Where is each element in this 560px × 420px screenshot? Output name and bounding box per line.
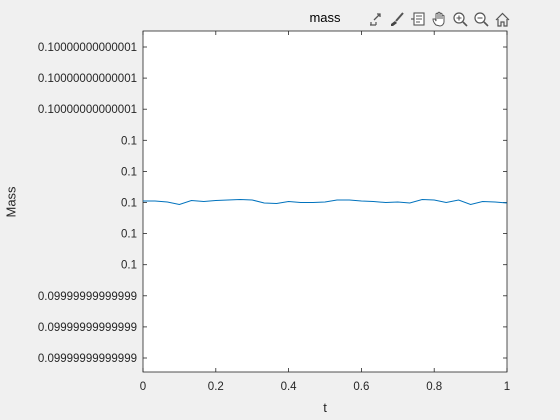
brush-icon[interactable] xyxy=(387,9,407,29)
y-tick-label: 0.10000000000001 xyxy=(38,104,137,116)
series-layer xyxy=(143,198,508,206)
x-tick-label: 0.6 xyxy=(353,381,369,393)
x-axis-label: t xyxy=(323,400,327,415)
y-tick-label: 0.09999999999999 xyxy=(38,353,137,365)
y-tick-label: 0.10000000000001 xyxy=(38,42,137,54)
y-tick-label: 0.1 xyxy=(121,166,137,178)
x-tick-label: 0.2 xyxy=(208,381,224,393)
zoom-out-icon[interactable] xyxy=(471,9,491,29)
pan-icon[interactable] xyxy=(429,9,449,29)
x-tick-label: 0 xyxy=(140,381,146,393)
chart-title: mass xyxy=(309,10,341,25)
data-tips-icon[interactable] xyxy=(408,9,428,29)
y-tick-label: 0.1 xyxy=(121,260,137,272)
axes-toolbar xyxy=(366,9,512,29)
x-tick-label: 0.8 xyxy=(426,381,442,393)
y-axis: 0.10000000000001 0.10000000000001 0.100000… xyxy=(38,42,507,365)
y-tick-label: 0.10000000000001 xyxy=(38,73,137,85)
y-tick-label: 0.1 xyxy=(121,229,137,241)
y-axis-label: Mass xyxy=(3,186,19,218)
y-tick-label: 0.1 xyxy=(121,198,137,210)
series-line xyxy=(143,198,508,206)
export-icon[interactable] xyxy=(366,9,386,29)
zoom-in-icon[interactable] xyxy=(450,9,470,29)
home-icon[interactable] xyxy=(492,9,512,29)
x-axis: 0 0.2 0.4 0.6 0.8 1 xyxy=(140,31,510,393)
x-tick-label: 0.4 xyxy=(281,381,298,393)
y-tick-label: 0.09999999999999 xyxy=(38,322,137,334)
y-tick-label: 0.09999999999999 xyxy=(38,291,137,303)
y-tick-label: 0.1 xyxy=(121,135,137,147)
x-tick-label: 1 xyxy=(504,381,510,393)
